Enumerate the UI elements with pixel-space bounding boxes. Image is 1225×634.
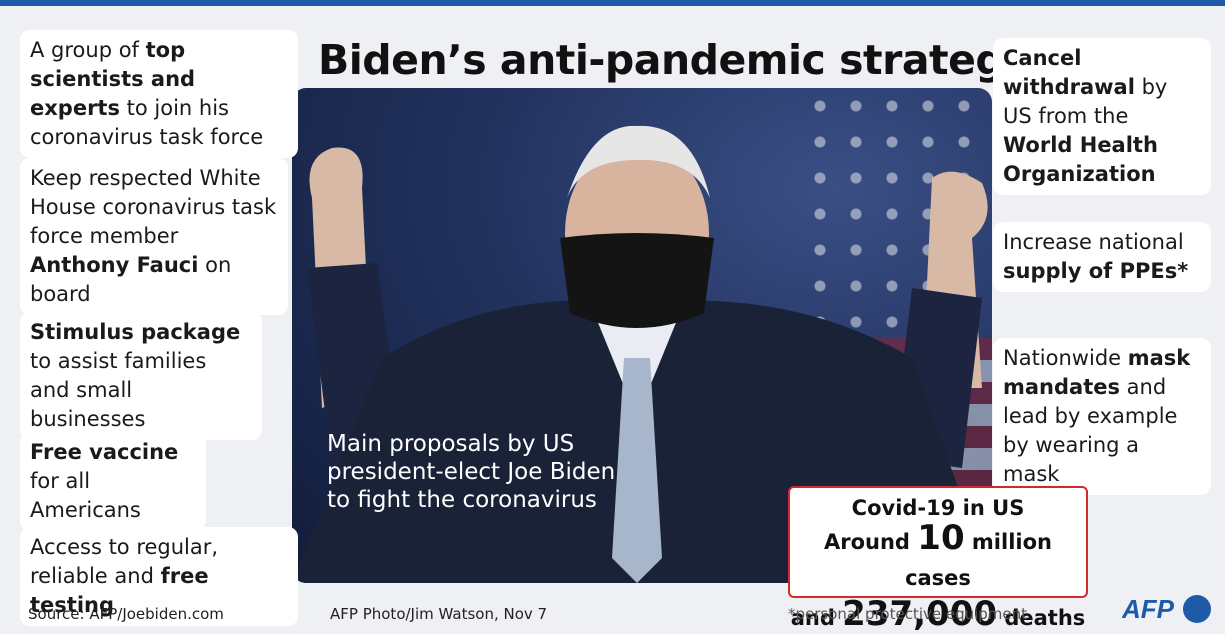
panel-text-bold: Cancel withdrawal [1003, 46, 1135, 99]
panel-text: A group of [30, 38, 146, 62]
biden-figure-illustration [292, 125, 992, 583]
panel-text-bold: Anthony Fauci [30, 253, 199, 277]
photo-credit: AFP Photo/Jim Watson, Nov 7 [330, 605, 548, 623]
panel-text: by US from the [1003, 75, 1168, 128]
panel-text-bold: World Health Organization [1003, 133, 1158, 186]
panel-text-bold: Free vaccine [30, 440, 179, 464]
proposal-panel-scientists: A group of top scientists and experts to… [20, 30, 298, 158]
proposal-panel-who: Cancel withdrawal by US from the World H… [993, 38, 1211, 195]
panel-text-bold: top scientists and experts [30, 38, 196, 120]
panel-text: Nationwide [1003, 346, 1128, 370]
cases-number: 10 [917, 518, 965, 558]
panel-text: Keep respected White House coronavirus t… [30, 166, 277, 248]
proposal-panel-fauci: Keep respected White House coronavirus t… [20, 158, 288, 315]
ppe-footnote: *personal protective equipment [788, 605, 1028, 623]
panel-text: Access to regular, reliable and [30, 535, 219, 588]
panel-text-bold: Stimulus package [30, 320, 241, 344]
proposal-panel-vaccine: Free vaccine for all Americans [20, 432, 206, 531]
panel-text: and lead by example by wearing a mask [1003, 375, 1178, 486]
covid-deaths-line: and 237,000 deaths [790, 594, 1086, 634]
deaths-number: 237,000 [842, 594, 998, 634]
panel-text-bold: free testing [30, 564, 209, 617]
panel-text-bold: mask mandates [1003, 346, 1191, 399]
panel-text: to join his coronavirus task force [30, 96, 264, 149]
covid-stats-box: Covid-19 in US Around 10 million cases a… [788, 486, 1088, 632]
panel-text: on board [30, 253, 232, 306]
proposal-panel-masks: Nationwide mask mandates and lead by exa… [993, 338, 1211, 495]
photo-caption: Main proposals by US president-elect Joe… [327, 431, 616, 513]
proposal-panel-testing: Access to regular, reliable and free tes… [20, 527, 298, 626]
panel-text: for all Americans [30, 469, 141, 522]
panel-text-bold: supply of PPEs* [1003, 259, 1189, 283]
afp-logo-text: AFP [1122, 594, 1175, 624]
source-credit: Source: AFP/Joebiden.com [28, 605, 224, 623]
top-accent-bar [0, 0, 1225, 6]
page-title: Biden’s anti-pandemic strategy [318, 36, 1031, 84]
proposal-panel-stimulus: Stimulus package to assist families and … [20, 312, 262, 440]
panel-text: Increase national [1003, 230, 1184, 254]
afp-logo: AFP [1122, 594, 1211, 624]
panel-text: to assist families and small businesses [30, 349, 207, 431]
covid-cases-line: Around 10 million cases [824, 518, 1052, 590]
covid-heading: Covid-19 in US [851, 496, 1025, 520]
biden-photo [292, 88, 992, 583]
proposal-panel-ppe: Increase national supply of PPEs* [993, 222, 1211, 292]
